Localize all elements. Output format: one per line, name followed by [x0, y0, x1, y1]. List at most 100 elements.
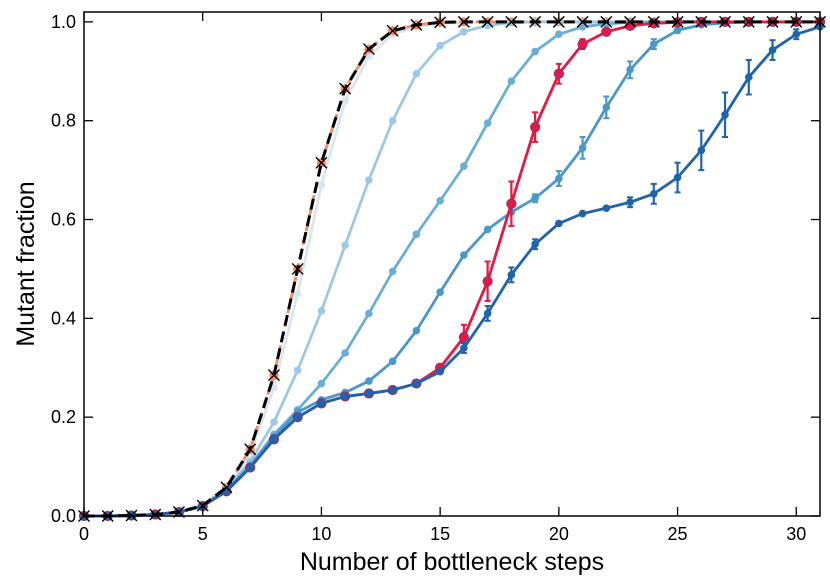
- chart-marks: [78, 15, 826, 522]
- y-tick-label: 0.8: [51, 111, 76, 131]
- series-6-point: [555, 219, 563, 228]
- series-7-point: [362, 43, 375, 56]
- series-6-point: [483, 309, 492, 318]
- series-6-point: [412, 379, 421, 388]
- series-7-point: [339, 82, 352, 95]
- series-2-point: [412, 69, 421, 78]
- x-tick-label: 25: [668, 524, 688, 544]
- series-4-point: [531, 194, 539, 203]
- series-3-line: [84, 20, 820, 518]
- series-7-point: [220, 481, 233, 494]
- series-6-point: [531, 240, 539, 249]
- series-4-point: [460, 251, 468, 259]
- series-7-point: [457, 15, 470, 28]
- series-4-point: [626, 66, 634, 74]
- series-7-point: [267, 369, 280, 382]
- series-6-point: [388, 386, 397, 394]
- series-7-point: [766, 15, 779, 28]
- series-0-line: [84, 20, 820, 518]
- series-7-point: [386, 24, 399, 37]
- series-7-point: [481, 15, 494, 28]
- series-4: [80, 18, 824, 520]
- series-0: [80, 18, 824, 520]
- series-4-point: [388, 357, 397, 366]
- series-5-line: [84, 20, 820, 518]
- series-4-point: [365, 377, 373, 385]
- series-6-point: [744, 73, 753, 82]
- x-tick-label: 10: [311, 524, 331, 544]
- series-6-point: [460, 344, 468, 352]
- series-3-point: [555, 30, 563, 39]
- series-2-line: [84, 20, 820, 518]
- series-7-point: [410, 18, 423, 31]
- series-3-point: [483, 119, 492, 127]
- series-7-point: [671, 15, 684, 28]
- y-tick-label: 0.6: [51, 210, 76, 230]
- series-3-point: [460, 162, 468, 170]
- x-axis-label: Number of bottleneck steps: [300, 548, 604, 576]
- series-7-point: [291, 262, 304, 275]
- series-6-point: [317, 399, 326, 408]
- x-tick-label: 20: [549, 524, 569, 544]
- series-2-point: [460, 27, 468, 36]
- series-3-point: [531, 47, 539, 56]
- series-6-point: [650, 190, 658, 198]
- series-5: [78, 16, 826, 522]
- series-2-point: [388, 116, 397, 125]
- series-4-point: [412, 326, 421, 335]
- series-6-point: [270, 435, 278, 444]
- series-2-point: [341, 241, 349, 250]
- series-3-point: [578, 23, 587, 31]
- series-7-point: [742, 15, 755, 28]
- series-3-point: [388, 267, 397, 276]
- series-6-point: [507, 271, 516, 279]
- series-3-point: [412, 230, 421, 239]
- series-6-point: [673, 173, 682, 182]
- series-2-point: [293, 366, 302, 375]
- series-3: [80, 18, 824, 520]
- series-0-point: [317, 181, 326, 189]
- series-6-point: [792, 30, 801, 39]
- series-7: [78, 15, 826, 522]
- series-7-point: [624, 15, 637, 28]
- series-7-point: [647, 15, 660, 28]
- series-3-point: [436, 196, 444, 205]
- series-4-point: [578, 144, 587, 152]
- y-tick-label: 1.0: [51, 12, 76, 32]
- series-7-point: [244, 443, 257, 456]
- series-5-point: [601, 26, 612, 37]
- y-axis-label: Mutant fraction: [12, 181, 40, 346]
- plot-frame: [83, 11, 821, 517]
- x-tick-label: 30: [786, 524, 806, 544]
- series-7-point: [576, 15, 589, 28]
- series-4-point: [602, 103, 611, 112]
- series-6-point: [246, 463, 254, 472]
- series-5-point: [506, 198, 517, 209]
- series-7-point: [695, 15, 708, 28]
- series-6-point: [768, 46, 777, 54]
- series-2-point: [270, 418, 278, 426]
- series-4-point: [555, 174, 563, 183]
- series-2-point: [436, 41, 444, 50]
- series-7-point: [196, 499, 209, 512]
- series-6-point: [626, 198, 634, 207]
- series-2-point: [317, 307, 326, 315]
- series-1-line: [84, 20, 820, 518]
- series-0-point: [293, 289, 302, 298]
- series-7-point: [600, 15, 613, 28]
- series-6-point: [365, 389, 373, 398]
- series-1: [79, 17, 825, 521]
- y-tick-label: 0.0: [51, 506, 76, 526]
- series-7-point: [505, 15, 518, 28]
- series-6-point: [697, 146, 706, 155]
- series-4-point: [673, 26, 682, 35]
- series-5-point: [458, 332, 469, 343]
- y-tick-label: 0.2: [51, 407, 76, 427]
- series-5-point: [553, 68, 564, 79]
- series-3-point: [317, 379, 326, 388]
- series-6-point: [578, 209, 587, 218]
- series-5-point: [529, 122, 541, 133]
- x-tick-label: 15: [430, 524, 450, 544]
- series-7-point: [149, 508, 162, 521]
